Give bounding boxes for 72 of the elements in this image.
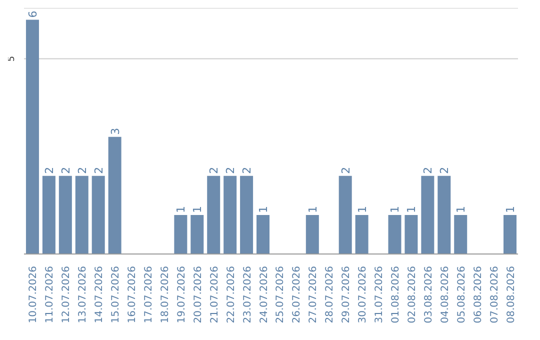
- bar: [108, 136, 122, 254]
- bar: [438, 176, 451, 254]
- bar: [256, 214, 270, 254]
- x-tick-label: 11.07.2026: [44, 266, 56, 324]
- data-label: 2: [438, 166, 452, 174]
- x-tick-label: 02.08.2026: [406, 266, 418, 324]
- bar: [58, 176, 72, 254]
- bar: [404, 214, 418, 254]
- data-label: 2: [76, 166, 89, 174]
- x-tick-label: 07.08.2026: [489, 266, 500, 324]
- x-tick-label: 31.07.2026: [374, 266, 386, 324]
- x-tick-label: 15.07.2026: [110, 266, 122, 324]
- x-tick-label: 19.07.2026: [176, 266, 188, 324]
- data-label: 1: [388, 206, 402, 213]
- x-tick-label: 10.07.2026: [28, 266, 40, 324]
- data-label: 2: [42, 166, 56, 174]
- x-tick-label: 21.07.2026: [209, 266, 220, 324]
- bar: [174, 214, 188, 254]
- bar: [504, 214, 517, 254]
- data-label: 1: [504, 206, 518, 213]
- bar: [92, 176, 105, 254]
- x-tick-label: 06.08.2026: [472, 266, 484, 324]
- data-label: 1: [191, 206, 204, 213]
- x-tick-label: 13.07.2026: [78, 266, 89, 324]
- x-tick-label: 16.07.2026: [127, 266, 138, 324]
- data-label: 2: [92, 166, 106, 174]
- data-label: 6: [26, 10, 40, 18]
- x-tick-label: 18.07.2026: [160, 266, 171, 324]
- data-label: 1: [174, 206, 188, 213]
- x-tick-label: 23.07.2026: [242, 266, 254, 324]
- bar: [454, 214, 468, 254]
- x-tick-label: 17.07.2026: [144, 266, 154, 324]
- bar: [355, 214, 368, 254]
- data-label: 1: [356, 206, 369, 213]
- bar: [338, 176, 352, 254]
- bar: [26, 20, 39, 254]
- bar: [190, 214, 204, 254]
- x-tick-label: 01.08.2026: [390, 266, 402, 324]
- bar: [42, 176, 56, 254]
- data-label: 1: [306, 206, 320, 213]
- data-label: 1: [454, 206, 468, 213]
- x-tick-label: 12.07.2026: [61, 266, 72, 324]
- x-tick-label: 03.08.2026: [423, 266, 434, 324]
- bar: [207, 176, 220, 254]
- x-tick-label: 27.07.2026: [308, 266, 320, 324]
- data-label: 2: [59, 166, 72, 174]
- x-tick-label: 24.07.2026: [258, 266, 270, 324]
- bar: [75, 176, 88, 254]
- x-tick-label: 05.08.2026: [456, 266, 468, 324]
- x-tick-label: 26.07.2026: [292, 266, 303, 324]
- data-label: 2: [240, 166, 254, 174]
- x-tick-label: 25.07.2026: [275, 266, 286, 324]
- bar: [306, 214, 319, 254]
- data-label: 2: [224, 166, 238, 174]
- x-tick-label: 04.08.2026: [440, 266, 451, 324]
- bar: [224, 176, 237, 254]
- x-tick-label: 29.07.2026: [341, 266, 352, 324]
- x-tick-label: 22.07.2026: [226, 266, 237, 324]
- x-tick-label: 08.08.2026: [506, 266, 517, 324]
- x-tick-label: 28.07.2026: [324, 266, 336, 324]
- data-label: 3: [108, 128, 122, 135]
- x-tick-label: 20.07.2026: [192, 266, 204, 324]
- bar: [240, 176, 254, 254]
- x-tick-label: 14.07.2026: [94, 266, 106, 324]
- data-label: 2: [422, 166, 435, 174]
- data-label: 2: [339, 166, 352, 174]
- data-label: 1: [405, 206, 418, 213]
- data-label: 2: [208, 166, 221, 174]
- bar: [388, 214, 402, 254]
- data-label: 1: [257, 206, 270, 213]
- x-tick-label: 30.07.2026: [358, 266, 369, 324]
- bar: [421, 176, 434, 254]
